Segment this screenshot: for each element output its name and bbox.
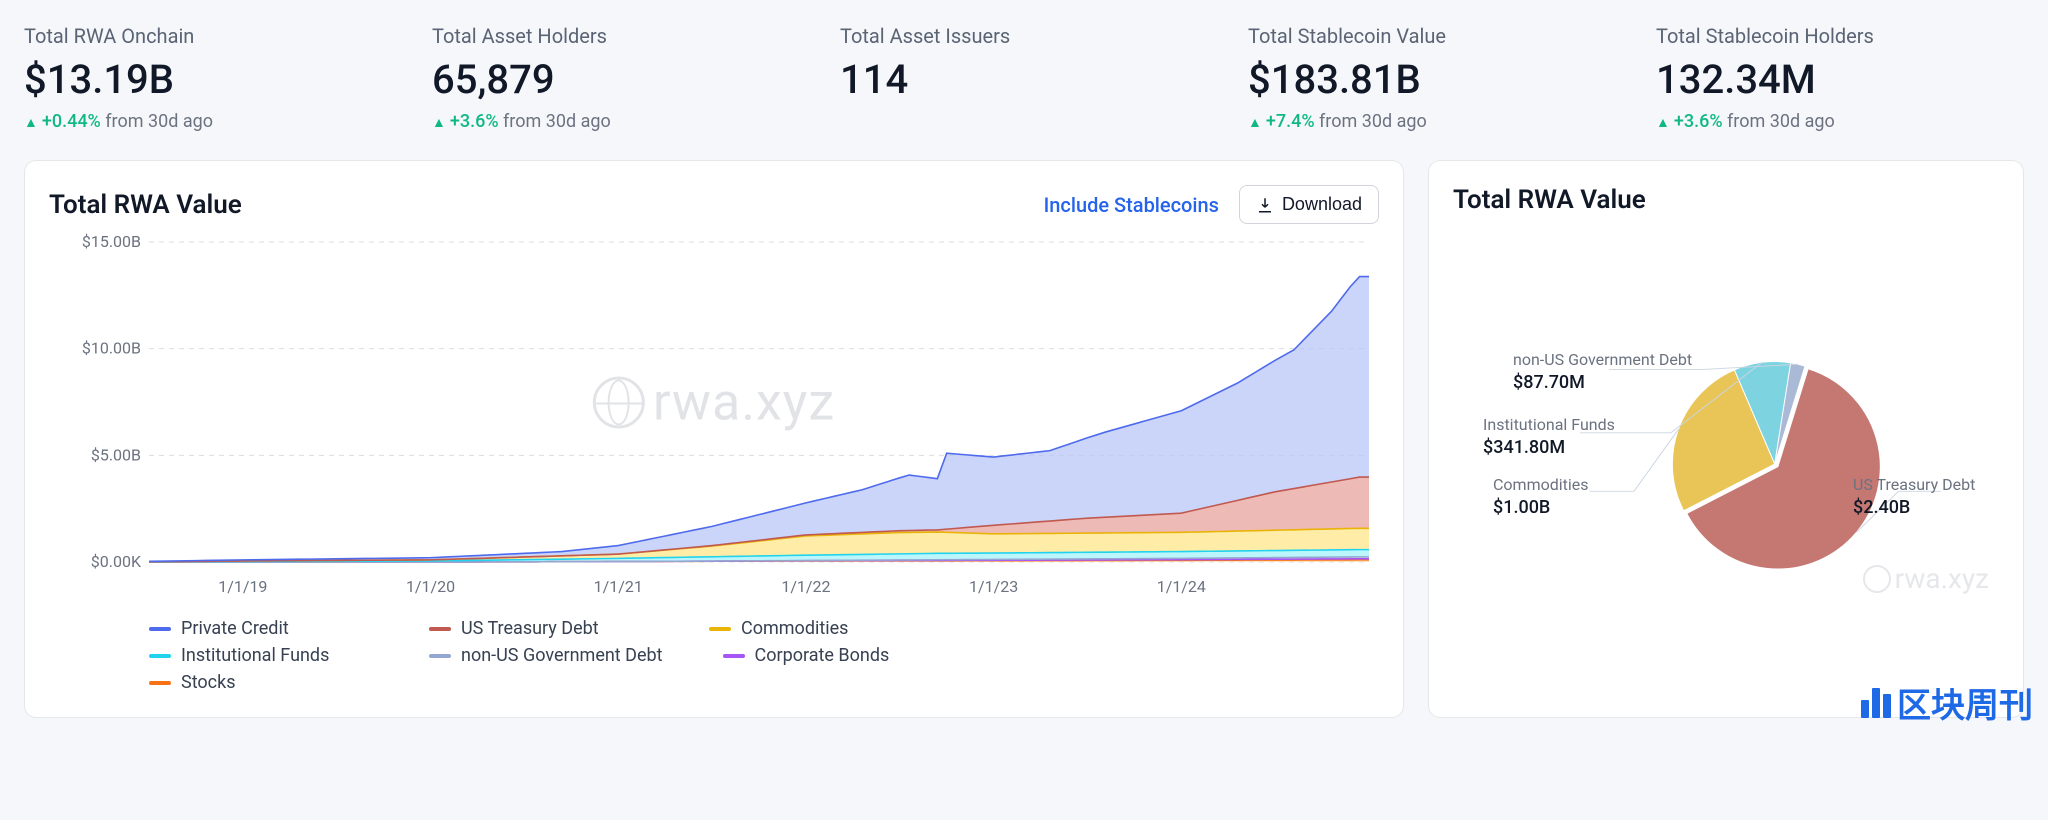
metric-value: 114 <box>840 56 1208 103</box>
metric-change: ▲+0.44% from 30d ago <box>24 111 392 132</box>
metric-label: Total Asset Holders <box>432 24 800 48</box>
pie-chart: rwa.xyz US Treasury Debt$2.40B Commoditie… <box>1453 215 1999 635</box>
pie-label: Institutional Funds$341.80M <box>1483 415 1615 459</box>
brand-overlay: 区块周刊 <box>1861 678 2033 727</box>
card-actions: Include Stablecoins Download <box>1044 185 1379 224</box>
legend-label: non-US Government Debt <box>461 645 663 666</box>
legend-item[interactable]: non-US Government Debt <box>429 645 663 666</box>
legend-item[interactable]: Private Credit <box>149 618 369 639</box>
legend-label: Corporate Bonds <box>755 645 890 666</box>
metric-label: Total Stablecoin Holders <box>1656 24 2024 48</box>
pie-label: non-US Government Debt$87.70M <box>1513 350 1692 394</box>
pie-title: Total RWA Value <box>1453 185 1999 215</box>
svg-text:1/1/20: 1/1/20 <box>406 577 455 596</box>
legend-item[interactable]: Commodities <box>709 618 929 639</box>
metric-3: Total Stablecoin Value $183.81B ▲+7.4% fr… <box>1248 24 1616 132</box>
svg-text:$0.00K: $0.00K <box>91 552 142 571</box>
legend-label: Private Credit <box>181 618 289 639</box>
metric-value: $13.19B <box>24 56 392 103</box>
legend-item[interactable]: Stocks <box>149 672 369 693</box>
svg-text:$15.00B: $15.00B <box>82 232 141 251</box>
legend-item[interactable]: Corporate Bonds <box>723 645 943 666</box>
download-icon <box>1256 196 1274 214</box>
legend-label: US Treasury Debt <box>461 618 599 639</box>
up-triangle-icon: ▲ <box>24 115 38 131</box>
chart-legend: Private Credit US Treasury Debt Commoditie… <box>49 618 1149 693</box>
metrics-row: Total RWA Onchain $13.19B ▲+0.44% from 30… <box>24 24 2024 132</box>
metric-label: Total Stablecoin Value <box>1248 24 1616 48</box>
legend-label: Institutional Funds <box>181 645 329 666</box>
metric-value: $183.81B <box>1248 56 1616 103</box>
svg-text:$10.00B: $10.00B <box>82 339 141 358</box>
svg-text:1/1/19: 1/1/19 <box>218 577 267 596</box>
pie-label: Commodities$1.00B <box>1493 475 1589 519</box>
svg-text:1/1/22: 1/1/22 <box>781 577 830 596</box>
legend-swatch-icon <box>429 627 451 631</box>
chart-title: Total RWA Value <box>49 190 242 220</box>
svg-text:1/1/24: 1/1/24 <box>1157 577 1206 596</box>
metric-0: Total RWA Onchain $13.19B ▲+0.44% from 30… <box>24 24 392 132</box>
rwa-pie-card: Total RWA Value rwa.xyz US Treasury Debt… <box>1428 160 2024 718</box>
download-button[interactable]: Download <box>1239 185 1379 224</box>
legend-swatch-icon <box>429 654 451 658</box>
svg-text:$5.00B: $5.00B <box>91 445 141 464</box>
legend-label: Stocks <box>181 672 236 693</box>
metric-change: ▲+3.6% from 30d ago <box>1656 111 2024 132</box>
charts-row: Total RWA Value Include Stablecoins Down… <box>24 160 2024 718</box>
metric-1: Total Asset Holders 65,879 ▲+3.6% from 30… <box>432 24 800 132</box>
metric-4: Total Stablecoin Holders 132.34M ▲+3.6% f… <box>1656 24 2024 132</box>
legend-swatch-icon <box>149 627 171 631</box>
up-triangle-icon: ▲ <box>1248 115 1262 131</box>
legend-swatch-icon <box>723 654 745 658</box>
svg-text:1/1/21: 1/1/21 <box>594 577 643 596</box>
legend-item[interactable]: US Treasury Debt <box>429 618 649 639</box>
metric-label: Total RWA Onchain <box>24 24 392 48</box>
legend-item[interactable]: Institutional Funds <box>149 645 369 666</box>
include-stablecoins-link[interactable]: Include Stablecoins <box>1044 193 1219 217</box>
rwa-area-chart-card: Total RWA Value Include Stablecoins Down… <box>24 160 1404 718</box>
up-triangle-icon: ▲ <box>1656 115 1670 131</box>
metric-change: ▲+3.6% from 30d ago <box>432 111 800 132</box>
legend-swatch-icon <box>149 654 171 658</box>
metric-2: Total Asset Issuers 114 <box>840 24 1208 132</box>
legend-swatch-icon <box>709 627 731 631</box>
area-chart: $0.00K $5.00B $10.00B $15.00B 1/1/19 1/1/20 1/… <box>49 232 1379 602</box>
watermark-small: rwa.xyz <box>1863 562 1989 595</box>
up-triangle-icon: ▲ <box>432 115 446 131</box>
download-label: Download <box>1282 194 1362 215</box>
legend-swatch-icon <box>149 681 171 685</box>
svg-text:1/1/23: 1/1/23 <box>969 577 1018 596</box>
metric-value: 65,879 <box>432 56 800 103</box>
pie-label: US Treasury Debt$2.40B <box>1853 475 1975 519</box>
card-header: Total RWA Value Include Stablecoins Down… <box>49 185 1379 224</box>
metric-label: Total Asset Issuers <box>840 24 1208 48</box>
legend-label: Commodities <box>741 618 848 639</box>
metric-change: ▲+7.4% from 30d ago <box>1248 111 1616 132</box>
metric-value: 132.34M <box>1656 56 2024 103</box>
